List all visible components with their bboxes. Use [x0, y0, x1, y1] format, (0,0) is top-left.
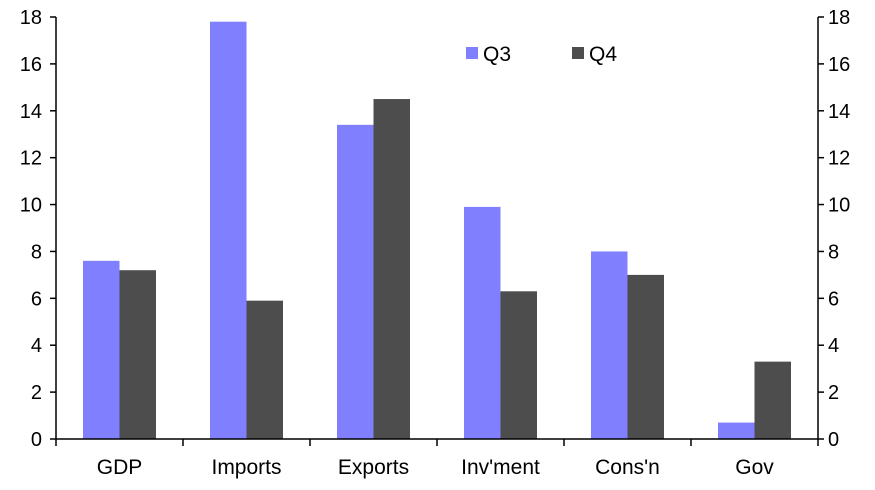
right-y-tick-label: 2 — [828, 382, 839, 404]
bar-q4-5 — [754, 361, 791, 439]
left-y-tick-label: 2 — [31, 382, 42, 404]
legend: Q3 Q4 — [466, 43, 617, 66]
right-y-tick-label: 12 — [828, 148, 850, 170]
bar-q4-4 — [627, 274, 664, 439]
bar-q4-2 — [373, 99, 410, 440]
left-y-tick-label: 16 — [20, 54, 42, 76]
right-y-tick-label: 14 — [828, 101, 850, 123]
bar-q4-1 — [246, 300, 283, 439]
left-y-tick-label: 18 — [20, 7, 42, 29]
x-category-label: Exports — [338, 456, 409, 479]
right-y-tick-label: 18 — [828, 7, 850, 29]
left-y-tick-label: 4 — [31, 335, 42, 357]
bar-q3-0 — [83, 260, 120, 439]
legend-label-q3: Q3 — [483, 43, 511, 66]
bar-q4-3 — [500, 291, 537, 439]
bar-q3-2 — [337, 124, 374, 439]
bar-q3-1 — [210, 21, 247, 439]
right-y-tick-label: 16 — [828, 54, 850, 76]
left-y-tick-label: 0 — [31, 429, 42, 451]
bar-q3-3 — [464, 206, 501, 439]
left-y-tick-label: 6 — [31, 288, 42, 310]
right-y-tick-label: 4 — [828, 335, 839, 357]
right-y-tick-label: 6 — [828, 288, 839, 310]
bars-group — [83, 21, 791, 440]
x-category-label: Cons'n — [595, 456, 660, 479]
bar-q3-5 — [718, 422, 755, 439]
legend-swatch-q3 — [466, 47, 478, 59]
x-category-label: Gov — [735, 456, 774, 479]
bar-q3-4 — [591, 251, 628, 439]
right-y-tick-label: 10 — [828, 195, 850, 217]
x-category-label: GDP — [97, 456, 143, 479]
left-y-tick-label: 10 — [20, 195, 42, 217]
ticks-group: 0 0 2 2 4 4 6 6 8 8 10 10 12 12 14 14 16 16 18 18 GDP Imports… — [20, 7, 851, 479]
left-y-tick-label: 12 — [20, 148, 42, 170]
axes-group — [55, 17, 819, 440]
x-category-label: Inv'ment — [461, 456, 540, 479]
left-y-tick-label: 8 — [31, 241, 42, 263]
legend-label-q4: Q4 — [589, 43, 617, 66]
bar-q4-0 — [119, 270, 156, 439]
right-y-tick-label: 8 — [828, 241, 839, 263]
x-category-label: Imports — [211, 456, 281, 479]
legend-swatch-q4 — [572, 47, 584, 59]
left-y-tick-label: 14 — [20, 101, 42, 123]
right-y-tick-label: 0 — [828, 429, 839, 451]
